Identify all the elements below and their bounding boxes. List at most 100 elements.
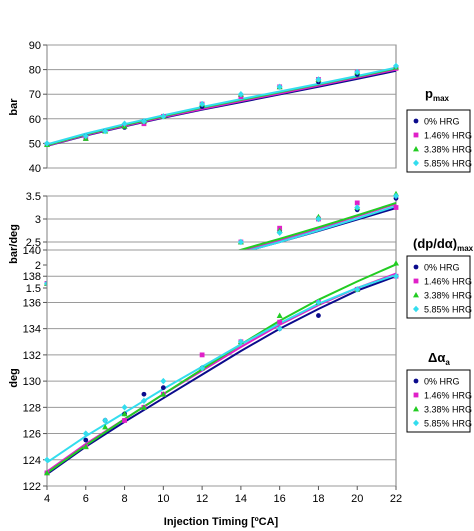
y-tick-label: 140 xyxy=(23,245,41,257)
data-point xyxy=(393,192,399,200)
chart-panel-1: 40 50 60 70 80 90 bar pmax 0% HRG 1.46% HRG 3.38% … xyxy=(8,40,472,175)
legend: 0% HRG 1.46% HRG 3.38% HRG 5.85% HRG xyxy=(406,369,472,433)
legend-title: pmax xyxy=(425,86,450,103)
data-point xyxy=(121,120,128,127)
y-tick-label: 136 xyxy=(23,297,41,309)
data-point xyxy=(82,430,89,437)
legend-marker xyxy=(413,146,419,152)
data-point xyxy=(237,91,244,98)
legend-entry: 0% HRG xyxy=(424,117,460,127)
data-point xyxy=(393,205,399,210)
y-tick-label: 40 xyxy=(29,163,41,175)
data-point xyxy=(122,418,127,423)
y-tick-label: 70 xyxy=(29,89,41,101)
x-tick-label: 12 xyxy=(196,493,208,505)
data-point xyxy=(277,319,283,325)
data-point xyxy=(141,391,147,397)
data-point xyxy=(82,132,89,140)
data-point xyxy=(354,204,361,211)
data-point xyxy=(140,404,147,410)
x-tick-label: 6 xyxy=(83,493,89,505)
data-point xyxy=(276,83,283,91)
legend-entry: 3.38% HRG xyxy=(424,145,472,155)
data-point xyxy=(237,338,244,345)
legend-entry: 0% HRG xyxy=(424,263,460,273)
data-point xyxy=(160,113,167,120)
y-tick-label: 122 xyxy=(23,481,41,493)
legend-marker xyxy=(413,392,419,398)
y-axis-label: bar/deg xyxy=(8,224,20,264)
legend-title: Δαa xyxy=(428,350,450,367)
data-point xyxy=(121,410,128,417)
legend-title: (dp/dα)max xyxy=(413,236,474,253)
y-tick-label: 128 xyxy=(23,402,41,414)
data-point xyxy=(354,200,360,206)
data-point xyxy=(44,140,50,147)
y-axis-label: bar xyxy=(8,98,20,116)
data-point xyxy=(102,417,109,424)
y-tick-label: 80 xyxy=(29,65,41,77)
data-point xyxy=(44,456,50,463)
plot-frame xyxy=(46,249,397,487)
series-line-3 xyxy=(46,263,397,474)
legend-entry: 1.46% HRG xyxy=(424,391,472,401)
y-tick-label: 134 xyxy=(23,324,41,336)
legend-marker xyxy=(413,264,419,270)
data-point xyxy=(199,352,205,358)
data-point xyxy=(199,364,206,372)
y-tick-label: 3.5 xyxy=(26,191,41,203)
data-point xyxy=(140,118,147,125)
legend-marker xyxy=(413,419,419,427)
data-point xyxy=(276,312,283,318)
data-point xyxy=(315,299,322,306)
y-tick-label: 132 xyxy=(23,350,41,362)
x-tick-label: 20 xyxy=(351,493,363,505)
legend-entry: 3.38% HRG xyxy=(424,291,472,301)
data-point xyxy=(393,260,399,266)
legend: 0% HRG 1.46% HRG 3.38% HRG 5.85% HRG xyxy=(406,255,472,319)
y-tick-label: 1.5 xyxy=(26,283,41,295)
y-tick-label: 130 xyxy=(23,376,41,388)
data-point xyxy=(82,443,89,450)
y-tick-label: 90 xyxy=(29,40,41,52)
data-point xyxy=(315,215,322,223)
legend-entry: 3.38% HRG xyxy=(424,405,472,415)
x-tick-label: 10 xyxy=(157,493,169,505)
legend-marker xyxy=(413,159,419,167)
x-tick-label: 18 xyxy=(312,493,324,505)
y-axis-label: deg xyxy=(8,368,20,388)
legend-marker xyxy=(413,278,419,284)
legend-entry: 0% HRG xyxy=(424,377,460,387)
legend-entry: 1.46% HRG xyxy=(424,277,472,287)
legend-entry: 5.85% HRG xyxy=(424,305,472,315)
y-tick-label: 2.5 xyxy=(26,237,41,249)
data-point xyxy=(199,100,206,108)
data-point xyxy=(237,238,244,246)
data-point xyxy=(316,313,321,318)
legend-marker xyxy=(413,118,419,124)
data-point xyxy=(276,229,283,236)
data-point xyxy=(160,385,166,391)
legend: 0% HRG 1.46% HRG 3.38% HRG 5.85% HRG xyxy=(406,109,472,173)
y-tick-label: 124 xyxy=(23,455,41,467)
y-tick-label: 50 xyxy=(29,138,41,150)
data-point xyxy=(44,469,50,476)
x-axis-label: Injection Timing [ºCA] xyxy=(164,516,279,528)
data-point xyxy=(354,68,361,76)
y-tick-label: 60 xyxy=(29,114,41,126)
data-point xyxy=(102,424,109,430)
x-tick-label: 14 xyxy=(235,493,247,505)
legend-marker xyxy=(413,292,419,298)
data-point xyxy=(276,325,283,332)
x-tick-label: 22 xyxy=(390,493,402,505)
series-line-1 xyxy=(46,275,397,476)
y-tick-label: 126 xyxy=(23,429,41,441)
y-tick-label: 3 xyxy=(35,214,41,226)
legend-marker xyxy=(413,132,419,138)
data-point xyxy=(121,404,128,411)
x-tick-label: 16 xyxy=(274,493,286,505)
x-tick-label: 4 xyxy=(44,493,50,505)
data-point xyxy=(160,377,167,385)
